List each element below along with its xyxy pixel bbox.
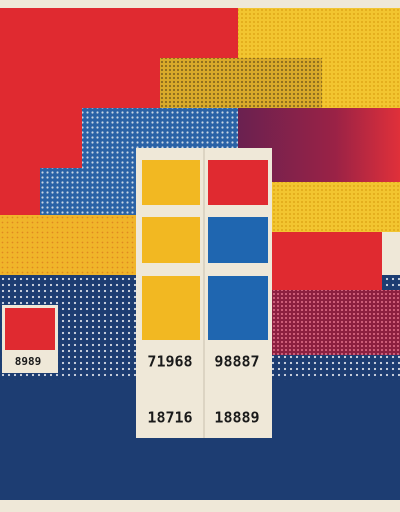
- card-number: 98887: [214, 353, 259, 371]
- card-number: 18889: [214, 409, 259, 427]
- yellow-square: [142, 276, 200, 340]
- maroon-block: [272, 290, 400, 355]
- card-number: 8989: [15, 355, 42, 368]
- red-square: [5, 308, 55, 350]
- yellow-square: [142, 160, 200, 205]
- red-block: [272, 232, 382, 290]
- blue-square: [208, 217, 268, 263]
- yellow-square: [142, 217, 200, 263]
- card-number: 18716: [147, 409, 192, 427]
- card-number: 71968: [147, 353, 192, 371]
- yellow-block: [272, 182, 400, 232]
- red-square: [208, 160, 268, 205]
- blue-square: [208, 276, 268, 340]
- yellow-band: [0, 215, 136, 275]
- ochre-block: [160, 58, 322, 108]
- blue-block: [40, 168, 136, 215]
